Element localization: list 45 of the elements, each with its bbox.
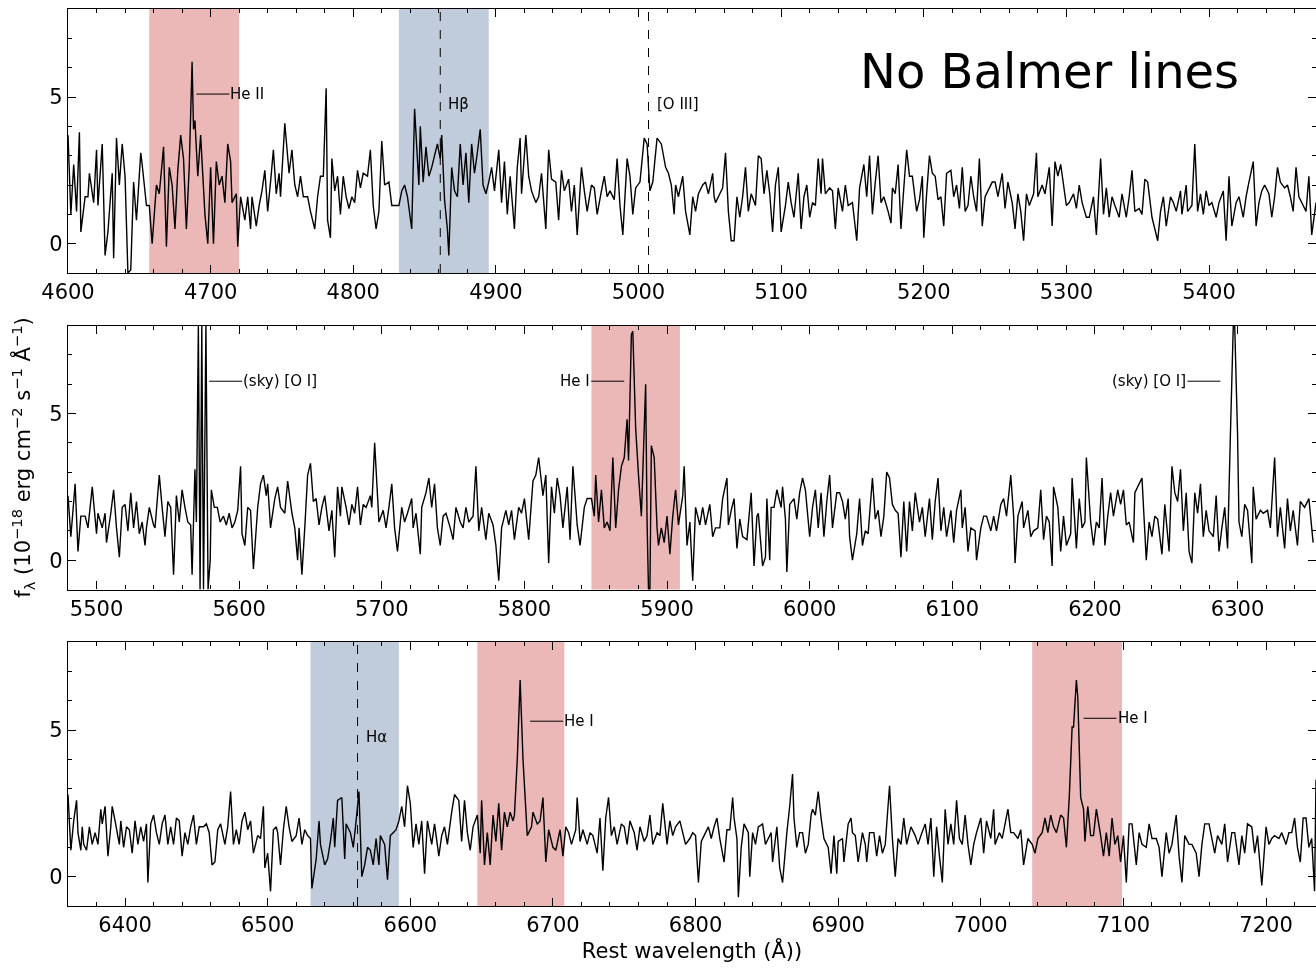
x-tick-label: 4600 [41,280,95,305]
annotation: (sky) [O I] [1112,372,1187,390]
x-tick-label: 5700 [355,596,409,621]
x-tick-label: 4800 [326,280,380,305]
x-tick-label: 5100 [754,280,808,305]
annotation: He I [560,372,590,390]
x-tick-label: 7200 [1239,913,1293,938]
y-tick-label: 5 [49,718,63,743]
x-tick-label: 5200 [897,280,951,305]
x-tick-label: 7000 [954,913,1008,938]
x-tick-label: 5400 [1182,280,1236,305]
y-tick-label: 0 [49,548,63,573]
annotation: He I [564,712,594,730]
x-axis-title: Rest wavelength (Å)) [581,937,803,964]
annotation: He I [1118,709,1148,727]
x-tick-label: 6600 [383,913,438,938]
y-tick-label: 0 [49,232,63,257]
x-tick-label: 4900 [469,280,523,305]
x-tick-label: 6100 [925,596,980,621]
line-series [68,325,1314,590]
ref-line-label: [O III] [657,95,699,113]
ref-line-label: Hβ [448,95,469,113]
y-tick-label: 5 [49,401,63,426]
annotation: No Balmer lines [860,43,1240,99]
ref-line-label: Hα [366,728,388,746]
x-tick-label: 6400 [98,913,152,938]
x-tick-label: 4700 [183,280,238,305]
x-tick-label: 6300 [1210,596,1265,621]
x-tick-label: 6000 [782,596,837,621]
x-tick-label: 5800 [497,596,552,621]
x-tick-label: 6900 [811,913,865,938]
x-tick-label: 6200 [1068,596,1122,621]
y-tick-label: 0 [49,865,63,890]
annotation: He II [230,85,265,103]
x-tick-label: 7100 [1096,913,1151,938]
annotation: (sky) [O I] [243,372,318,390]
x-tick-label: 5300 [1039,280,1094,305]
x-tick-label: 5900 [640,596,694,621]
x-tick-label: 6500 [240,913,295,938]
x-tick-label: 5000 [611,280,666,305]
y-tick-label: 5 [49,85,63,110]
x-tick-label: 5500 [69,596,124,621]
x-tick-label: 6700 [526,913,580,938]
x-tick-label: 5600 [212,596,266,621]
x-tick-label: 6800 [668,913,723,938]
